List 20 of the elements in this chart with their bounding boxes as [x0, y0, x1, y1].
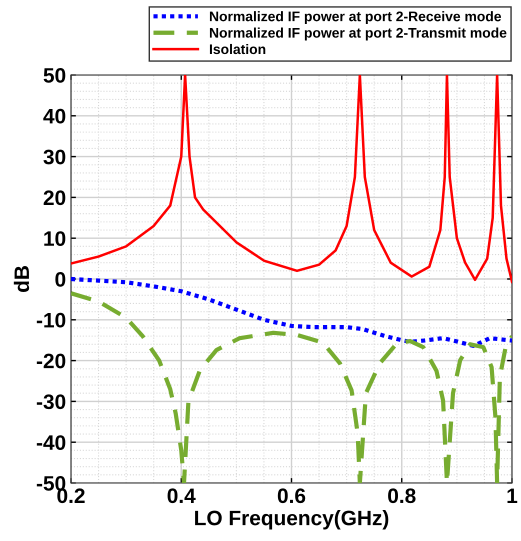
y-tick-label: 0: [55, 272, 66, 287]
y-tick-label: -40: [36, 435, 66, 450]
y-tick-label: 20: [44, 190, 66, 206]
legend-label: Normalized IF power at port 2-Transmit mode: [210, 28, 506, 40]
x-tick-label: 0.4: [168, 488, 196, 504]
y-axis-title: dB: [14, 266, 30, 292]
x-tick-label: 0.6: [278, 488, 306, 504]
y-tick-label: -10: [36, 312, 66, 328]
y-tick-label: 50: [44, 68, 66, 83]
y-tick-label: 30: [43, 150, 66, 164]
line-series: [71, 276, 512, 348]
y-tick-label: -20: [36, 354, 66, 368]
y-tick-label: -30: [36, 394, 66, 410]
x-axis-title: LO Frequency(GHz): [195, 510, 388, 530]
x-tick-label: 1: [508, 488, 518, 503]
legend-label: Normalized IF power at port 2-Receive mode: [210, 11, 502, 24]
y-tick-label: 40: [43, 108, 66, 124]
y-tick-label: 10: [44, 231, 66, 246]
x-tick-label: 0.8: [388, 488, 416, 504]
legend-label: Isolation: [210, 44, 266, 54]
